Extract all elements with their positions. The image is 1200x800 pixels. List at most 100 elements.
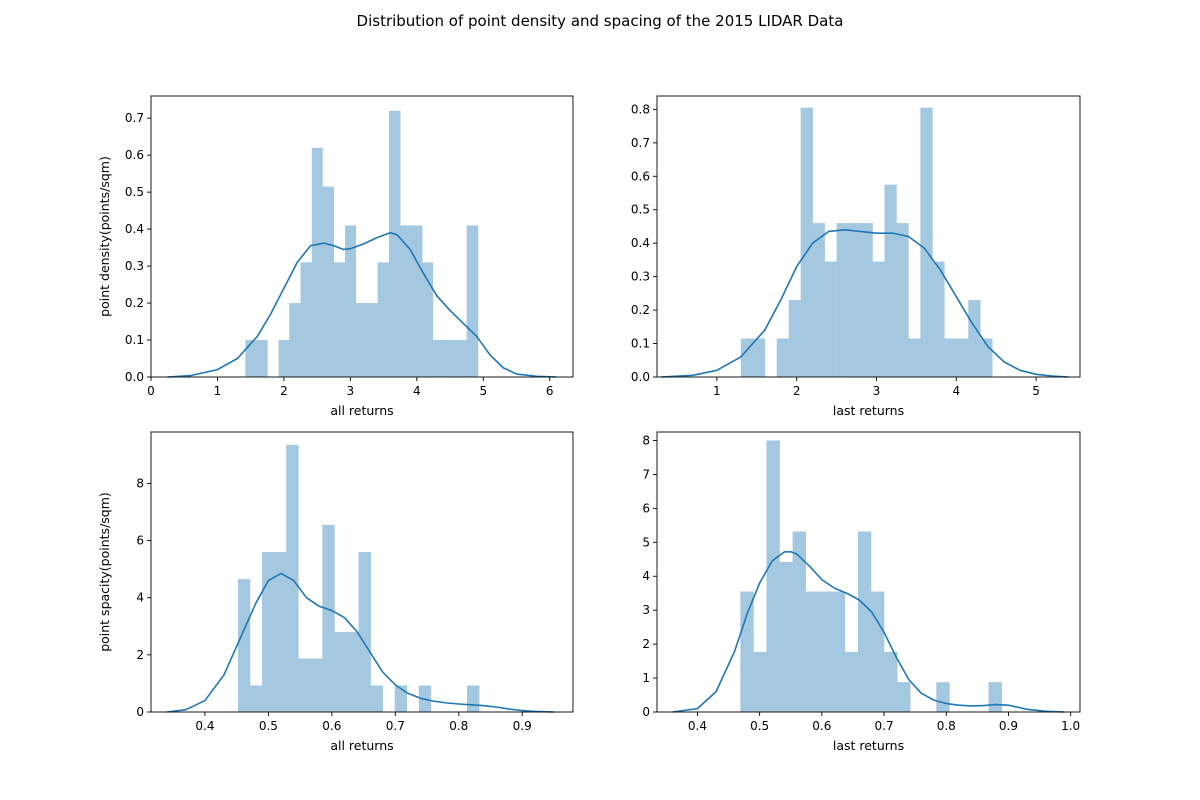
x-tick-label: 6: [546, 384, 554, 398]
histogram-bar: [289, 303, 301, 377]
histogram-bar: [333, 262, 346, 377]
y-tick-label: 4: [642, 569, 650, 583]
histogram-bar: [896, 223, 909, 377]
histogram-bar: [358, 552, 371, 712]
histogram-bar: [334, 632, 347, 712]
histogram-bar: [884, 184, 897, 377]
histogram-bar: [740, 591, 754, 712]
x-tick-label: 2: [793, 384, 801, 398]
x-tick-label: 0: [147, 384, 155, 398]
x-tick-label: 1: [214, 384, 222, 398]
subplot-density-last-returns: 1 2 3 4 5 0.0 0.1 0.2 0.3 0.4 0.5 0.6 0.7 0.8 last ret…: [631, 95, 1081, 418]
y-tick-label: 0.7: [125, 111, 144, 125]
kde-line: [166, 572, 554, 713]
histogram-bar: [345, 225, 356, 377]
y-tick-label: 6: [642, 501, 650, 515]
y-tick-label: 0.5: [125, 185, 144, 199]
x-tick-label: 0.8: [937, 719, 956, 733]
y-tick-label: 0.0: [125, 370, 144, 384]
y-tick-label: 0.3: [631, 270, 650, 284]
y-tick-label: 0.6: [125, 148, 144, 162]
histogram-bar: [824, 261, 837, 377]
y-tick-label: 0.4: [631, 236, 650, 250]
histogram-bar: [805, 591, 820, 712]
x-axis-label: last returns: [833, 738, 904, 753]
y-axis-label: point spacity(points/sqm): [97, 492, 112, 652]
histogram-bar: [467, 685, 480, 712]
figure-title: Distribution of point density and spacin…: [356, 12, 844, 30]
histogram-bar: [455, 340, 467, 377]
x-tick-label: 4: [952, 384, 960, 398]
histogram-bar: [792, 531, 806, 712]
x-tick-label: 0.9: [513, 719, 532, 733]
x-tick-label: 0.9: [999, 719, 1018, 733]
histogram-bar: [766, 440, 780, 712]
y-tick-label: 0.1: [125, 333, 144, 347]
y-tick-label: 5: [642, 535, 650, 549]
subplot-density-all-returns: 0 1 2 3 4 5 6 0.0 0.1 0.2 0.3 0.4 0.5 0.6 0.7 all retur…: [97, 95, 574, 418]
x-tick-label: 0.7: [875, 719, 894, 733]
histogram-bar: [857, 531, 872, 712]
histogram-bar: [944, 338, 957, 377]
kde-line: [672, 551, 1065, 713]
axes-frame: [656, 95, 1081, 378]
histogram-bar: [988, 682, 1002, 712]
x-tick-label: 0.6: [812, 719, 831, 733]
histogram-bar: [366, 303, 378, 377]
histogram-bar: [908, 338, 921, 377]
y-tick-label: 2: [136, 648, 144, 662]
y-axis-label: point density(points/sqm): [97, 156, 112, 317]
y-tick-label: 8: [136, 476, 144, 490]
histogram-bar: [346, 632, 359, 712]
histogram-bar: [932, 261, 945, 377]
axes-frame: [150, 431, 574, 713]
y-tick-label: 8: [642, 433, 650, 447]
x-tick-label: 0.4: [688, 719, 707, 733]
x-tick-label: 1.0: [1061, 719, 1080, 733]
histogram-bar: [884, 651, 898, 712]
x-tick-label: 0.7: [386, 719, 405, 733]
histogram-bar: [812, 223, 825, 377]
histogram-bar: [370, 685, 383, 712]
x-tick-label: 4: [413, 384, 421, 398]
y-tick-label: 0.0: [631, 370, 650, 384]
x-tick-label: 2: [280, 384, 288, 398]
x-axis-label: all returns: [330, 403, 393, 418]
kde-line: [660, 229, 1069, 378]
histogram-bar: [753, 651, 767, 712]
histogram-bar: [844, 651, 859, 712]
y-tick-label: 0.7: [631, 136, 650, 150]
y-tick-label: 6: [136, 534, 144, 548]
histogram-bar: [848, 223, 861, 377]
y-tick-label: 2: [642, 637, 650, 651]
x-tick-label: 0.5: [259, 719, 278, 733]
x-tick-label: 1: [713, 384, 721, 398]
histogram-bar: [860, 223, 873, 377]
histogram-bar: [466, 225, 479, 377]
histogram-bar: [388, 110, 401, 377]
y-tick-label: 7: [642, 467, 650, 481]
y-tick-label: 4: [136, 591, 144, 605]
kde-line: [167, 232, 557, 378]
axes-frame: [656, 431, 1081, 713]
histogram-bar: [274, 552, 287, 712]
y-tick-label: 0.6: [631, 169, 650, 183]
histogram-bar: [256, 340, 268, 377]
histogram-bar: [278, 340, 290, 377]
histogram-bar: [444, 340, 456, 377]
histogram-bar: [245, 340, 257, 377]
x-tick-label: 0.8: [449, 719, 468, 733]
y-tick-label: 0.3: [125, 259, 144, 273]
histogram-bar: [311, 147, 323, 377]
y-tick-label: 0: [642, 705, 650, 719]
y-tick-label: 1: [642, 671, 650, 685]
x-tick-label: 0.6: [322, 719, 341, 733]
subplot-spacing-all-returns: 0.4 0.5 0.6 0.7 0.8 0.9 0 2 4 6 8 all returns point …: [97, 431, 574, 753]
histogram-bar: [300, 262, 313, 377]
x-axis-label: all returns: [330, 738, 393, 753]
histogram-bar: [422, 262, 434, 377]
histogram-bar: [936, 682, 950, 712]
x-axis-label: last returns: [833, 403, 904, 418]
histogram-bar: [322, 524, 335, 712]
histogram-bar: [800, 107, 813, 378]
